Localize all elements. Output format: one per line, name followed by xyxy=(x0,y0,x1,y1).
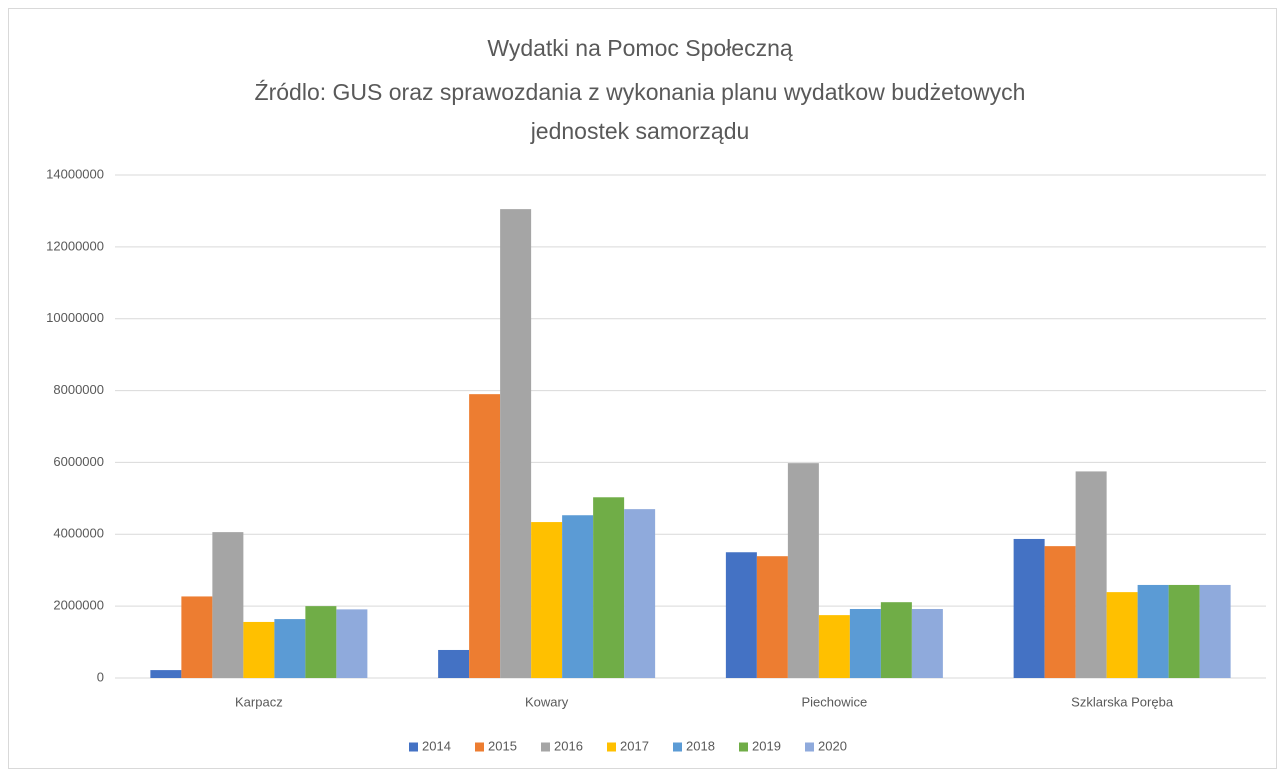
legend-swatch xyxy=(541,742,550,752)
y-tick-label: 10000000 xyxy=(46,310,104,325)
bar xyxy=(624,509,656,678)
y-tick-label: 4000000 xyxy=(53,526,104,541)
bar xyxy=(1168,584,1200,678)
y-tick-label: 0 xyxy=(97,669,104,684)
bar xyxy=(1013,538,1045,678)
bar xyxy=(1199,584,1231,678)
legend-label: 2015 xyxy=(488,738,517,753)
bar xyxy=(274,619,306,678)
bar xyxy=(336,609,368,678)
legend-swatch xyxy=(409,742,418,752)
chart-title: Wydatki na Pomoc Społeczną xyxy=(487,35,793,61)
bar xyxy=(181,596,213,678)
bar xyxy=(756,556,788,678)
bar xyxy=(911,609,943,678)
legend-swatch xyxy=(805,742,814,752)
bar xyxy=(212,532,244,678)
y-tick-label: 12000000 xyxy=(46,238,104,253)
legend-label: 2018 xyxy=(686,738,715,753)
bar xyxy=(1044,546,1076,678)
bar xyxy=(787,463,819,678)
bar xyxy=(1106,592,1138,678)
bar xyxy=(305,606,337,678)
legend-label: 2014 xyxy=(422,738,451,753)
bar xyxy=(531,522,563,678)
y-tick-label: 8000000 xyxy=(53,382,104,397)
bar xyxy=(150,670,182,678)
bar xyxy=(818,615,850,678)
legend-swatch xyxy=(673,742,682,752)
x-tick-label: Kowary xyxy=(525,694,569,709)
bar xyxy=(500,209,532,678)
bar xyxy=(725,552,757,678)
legend-swatch xyxy=(475,742,484,752)
legend-label: 2017 xyxy=(620,738,649,753)
bar xyxy=(1137,584,1169,678)
chart-title: jednostek samorządu xyxy=(530,118,750,144)
bar xyxy=(1075,471,1107,678)
bar xyxy=(593,497,625,678)
y-tick-label: 2000000 xyxy=(53,598,104,613)
bar xyxy=(469,394,501,678)
legend-label: 2019 xyxy=(752,738,781,753)
bar xyxy=(849,609,881,678)
bar xyxy=(880,602,912,678)
bar xyxy=(562,515,594,678)
legend-swatch xyxy=(739,742,748,752)
legend-swatch xyxy=(607,742,616,752)
bar xyxy=(243,621,275,678)
y-tick-label: 6000000 xyxy=(53,454,104,469)
legend-label: 2020 xyxy=(818,738,847,753)
x-tick-label: Szklarska Poręba xyxy=(1071,694,1174,709)
chart-title: Źródlo: GUS oraz sprawozdania z wykonani… xyxy=(255,79,1026,105)
bar xyxy=(438,649,470,678)
x-tick-label: Piechowice xyxy=(801,694,867,709)
y-tick-label: 14000000 xyxy=(46,166,104,181)
legend-label: 2016 xyxy=(554,738,583,753)
x-tick-label: Karpacz xyxy=(235,694,283,709)
